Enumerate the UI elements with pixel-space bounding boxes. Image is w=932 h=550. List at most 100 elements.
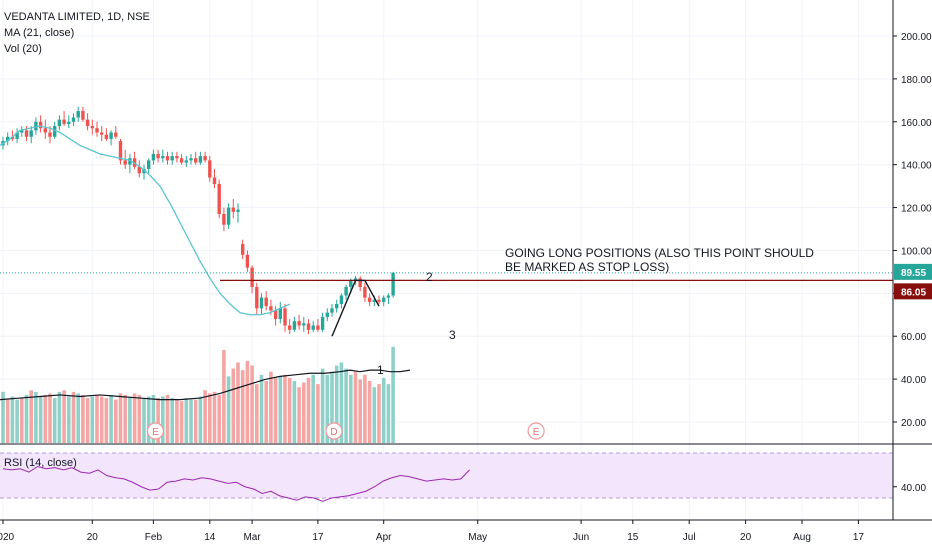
volume-bar xyxy=(175,399,179,443)
point-label-2: 2 xyxy=(426,270,433,284)
candle-body xyxy=(15,132,19,139)
vol-legend[interactable]: Vol (20) xyxy=(4,43,42,55)
candle-body xyxy=(269,306,273,311)
long-note-line2: BE MARKED AS STOP LOSS) xyxy=(505,260,669,274)
volume-bar xyxy=(372,387,377,443)
time-tick-label: 17 xyxy=(312,532,324,543)
volume-bar xyxy=(99,396,104,443)
candle-body xyxy=(165,156,170,161)
price-tick-label: 180.00 xyxy=(901,75,932,86)
candle-body xyxy=(142,168,146,174)
candle-body xyxy=(306,323,311,330)
volume-bar xyxy=(292,381,297,443)
volume-bar xyxy=(123,394,127,443)
price-tick-label: 20.00 xyxy=(901,418,926,429)
volume-bar xyxy=(90,396,95,443)
candle-body xyxy=(344,286,348,296)
candle-body xyxy=(123,160,127,165)
volume-bar xyxy=(81,394,85,443)
annotations: GOING LONG POSITIONS (ALSO THIS POINT SH… xyxy=(377,246,814,377)
time-tick-label: Jun xyxy=(573,532,589,543)
event-badge-circle xyxy=(325,422,343,440)
candle-body xyxy=(203,156,207,161)
candle-body xyxy=(90,126,94,129)
price-tick-label: 160.00 xyxy=(901,118,932,129)
candle-body xyxy=(325,312,329,317)
candle-body xyxy=(53,126,57,137)
candle-body xyxy=(132,158,137,167)
volume-bar xyxy=(339,362,344,443)
candle-body xyxy=(137,166,141,174)
volume-bar xyxy=(57,391,62,443)
candle-body xyxy=(353,278,358,281)
candle-body xyxy=(391,272,395,296)
candle-body xyxy=(20,130,24,133)
candle-body xyxy=(241,244,245,255)
volume-bar xyxy=(128,396,132,443)
time-tick-label: 20 xyxy=(740,532,752,543)
volume-bar xyxy=(250,365,254,443)
volume-bar xyxy=(344,368,348,443)
candle-body xyxy=(85,119,90,127)
candle-body xyxy=(114,132,118,137)
volume-bar xyxy=(358,379,362,443)
volume-bar xyxy=(85,398,90,443)
time-tick-label: 20 xyxy=(87,532,99,543)
volume-bar xyxy=(67,396,71,443)
volume-bar xyxy=(29,390,33,443)
candle-body xyxy=(10,136,15,139)
candle-body xyxy=(264,297,268,307)
candle-body xyxy=(161,156,165,159)
candle-body xyxy=(43,128,47,133)
candle-body xyxy=(259,297,264,309)
event-badge-label: D xyxy=(330,427,337,438)
candle-body xyxy=(208,160,212,178)
volume-bar xyxy=(5,399,10,443)
rsi-legend[interactable]: RSI (14, close) xyxy=(4,457,77,469)
candle-body xyxy=(104,134,109,139)
volume-bar xyxy=(184,398,189,443)
pattern-drawing xyxy=(331,279,380,337)
time-tick-label: Mar xyxy=(243,532,261,543)
candle-body xyxy=(198,156,203,163)
volume-bar xyxy=(170,398,174,443)
candle-body xyxy=(29,130,33,137)
candle-body xyxy=(245,254,250,268)
volume-bar xyxy=(240,370,245,443)
last-price-tag: 89.55 xyxy=(901,268,926,279)
candle-body xyxy=(297,321,301,326)
volume-bar xyxy=(325,374,330,443)
candle-body xyxy=(170,156,174,161)
candle-body xyxy=(81,111,85,120)
candle-body xyxy=(363,286,367,298)
long-note-line1: GOING LONG POSITIONS (ALSO THIS POINT SH… xyxy=(505,246,814,260)
volume-bar xyxy=(334,365,339,443)
candle-body xyxy=(189,158,193,161)
candle-body xyxy=(302,323,306,326)
candle-body xyxy=(311,325,315,330)
candle-body xyxy=(179,158,184,163)
volume-bar xyxy=(367,381,372,443)
candle-body xyxy=(194,158,198,163)
volume-bar xyxy=(381,377,386,443)
ma-legend[interactable]: MA (21, close) xyxy=(4,27,75,39)
volume-bar xyxy=(330,371,334,443)
volume-bar xyxy=(165,394,170,443)
volume-bar xyxy=(71,391,76,443)
candle-body xyxy=(128,158,132,165)
candle-body xyxy=(57,119,62,127)
volume-bar xyxy=(208,393,212,443)
volume-bar xyxy=(297,387,301,443)
volume-bar xyxy=(349,374,353,443)
candle-body xyxy=(62,119,66,124)
candle-body xyxy=(330,308,334,313)
candle-body xyxy=(217,183,221,214)
symbol-title: VEDANTA LIMITED, 1D, NSE xyxy=(4,11,150,23)
volume-bar xyxy=(137,394,142,443)
candle-body xyxy=(273,310,278,320)
event-badge-label: E xyxy=(152,427,159,438)
volume-bar xyxy=(52,398,57,443)
volume-bar xyxy=(311,374,315,443)
volume-bar xyxy=(386,384,391,443)
